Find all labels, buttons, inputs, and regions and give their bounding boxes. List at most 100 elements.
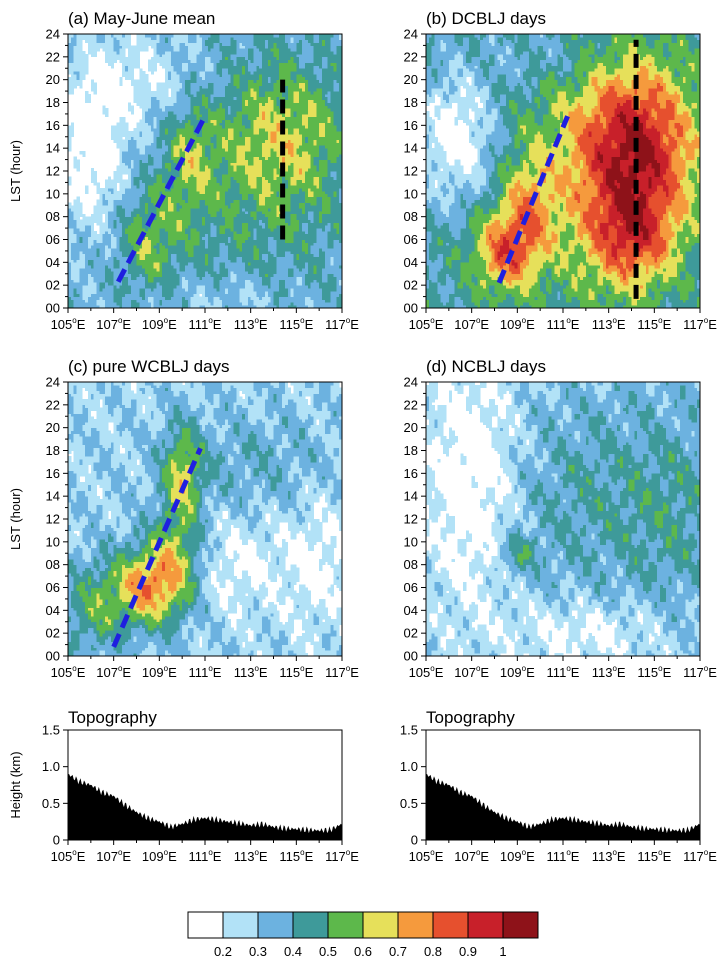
heatmap-cell <box>268 231 271 234</box>
heatmap-cell <box>242 268 245 271</box>
heatmap-cell <box>248 222 251 225</box>
heatmap-cell <box>85 299 88 302</box>
heatmap-cell <box>319 259 322 262</box>
heatmap-cell <box>97 271 100 274</box>
heatmap-cell <box>231 237 234 240</box>
heatmap-cell <box>259 231 262 234</box>
heatmap-cell <box>196 279 199 282</box>
heatmap-cell <box>142 217 145 220</box>
heatmap-cell <box>236 271 239 274</box>
heatmap-cell <box>85 297 88 300</box>
heatmap-cell <box>125 288 128 291</box>
heatmap-cell <box>271 288 274 291</box>
heatmap-cell <box>219 231 222 234</box>
heatmap-cell <box>248 220 251 223</box>
heatmap-cell <box>211 240 214 243</box>
heatmap-cell <box>71 237 74 240</box>
heatmap-cell <box>182 254 185 257</box>
heatmap-cell <box>156 231 159 234</box>
heatmap-cell <box>191 257 194 260</box>
heatmap-cell <box>271 248 274 251</box>
heatmap-cell <box>231 259 234 262</box>
heatmap-cell <box>142 279 145 282</box>
heatmap-cell <box>333 234 336 237</box>
heatmap-cell <box>79 259 82 262</box>
heatmap-cell <box>274 288 277 291</box>
heatmap-cell <box>114 297 117 300</box>
heatmap-cell <box>165 231 168 234</box>
heatmap-cell <box>308 220 311 223</box>
heatmap-cell <box>94 248 97 251</box>
heatmap-cell <box>137 228 140 231</box>
heatmap-cell <box>302 254 305 257</box>
heatmap-cell <box>328 225 331 228</box>
heatmap-cell <box>222 285 225 288</box>
heatmap-cell <box>268 268 271 271</box>
heatmap-cell <box>302 259 305 262</box>
heatmap-cell <box>102 259 105 262</box>
heatmap-cell <box>179 231 182 234</box>
heatmap-cell <box>271 262 274 265</box>
heatmap-cell <box>211 220 214 223</box>
heatmap-cell <box>245 268 248 271</box>
heatmap-cell <box>322 279 325 282</box>
heatmap-cell <box>311 257 314 260</box>
heatmap-cell <box>196 271 199 274</box>
heatmap-cell <box>82 242 85 245</box>
heatmap-cell <box>102 294 105 297</box>
heatmap-cell <box>322 271 325 274</box>
heatmap-cell <box>256 291 259 294</box>
heatmap-cell <box>165 254 168 257</box>
heatmap-cell <box>268 240 271 243</box>
heatmap-cell <box>228 228 231 231</box>
heatmap-cell <box>239 297 242 300</box>
heatmap-cell <box>117 302 120 305</box>
heatmap-cell <box>194 279 197 282</box>
heatmap-cell <box>188 257 191 260</box>
heatmap-cell <box>97 279 100 282</box>
heatmap-cell <box>111 277 114 280</box>
heatmap-cell <box>296 251 299 254</box>
heatmap-cell <box>316 220 319 223</box>
heatmap-cell <box>293 288 296 291</box>
heatmap-cell <box>333 262 336 265</box>
heatmap-cell <box>99 222 102 225</box>
heatmap-cell <box>222 297 225 300</box>
heatmap-cell <box>139 222 142 225</box>
heatmap-cell <box>239 262 242 265</box>
heatmap-cell <box>211 277 214 280</box>
heatmap-cell <box>94 242 97 245</box>
heatmap-cell <box>222 279 225 282</box>
heatmap-cell <box>333 237 336 240</box>
heatmap-cell <box>128 268 131 271</box>
heatmap-cell <box>156 294 159 297</box>
heatmap-cell <box>131 231 134 234</box>
heatmap-cell <box>271 302 274 305</box>
heatmap-cell <box>128 279 131 282</box>
heatmap-cell <box>245 228 248 231</box>
heatmap-cell <box>248 225 251 228</box>
heatmap-cell <box>225 294 228 297</box>
heatmap-cell <box>271 299 274 302</box>
heatmap-cell <box>154 222 157 225</box>
heatmap-cell <box>328 265 331 268</box>
heatmap-cell <box>293 262 296 265</box>
heatmap-cell <box>176 262 179 265</box>
heatmap-cell <box>313 265 316 268</box>
heatmap-cell <box>174 285 177 288</box>
heatmap-cell <box>185 242 188 245</box>
heatmap-cell <box>319 297 322 300</box>
heatmap-cell <box>99 282 102 285</box>
heatmap-cell <box>111 259 114 262</box>
heatmap-cell <box>268 251 271 254</box>
heatmap-cell <box>336 248 339 251</box>
heatmap-cell <box>194 294 197 297</box>
heatmap-cell <box>288 237 291 240</box>
heatmap-cell <box>336 294 339 297</box>
heatmap-cell <box>139 297 142 300</box>
heatmap-cell <box>219 277 222 280</box>
heatmap-cell <box>97 285 100 288</box>
heatmap-cell <box>179 277 182 280</box>
heatmap-cell <box>254 228 257 231</box>
heatmap-cell <box>331 234 334 237</box>
